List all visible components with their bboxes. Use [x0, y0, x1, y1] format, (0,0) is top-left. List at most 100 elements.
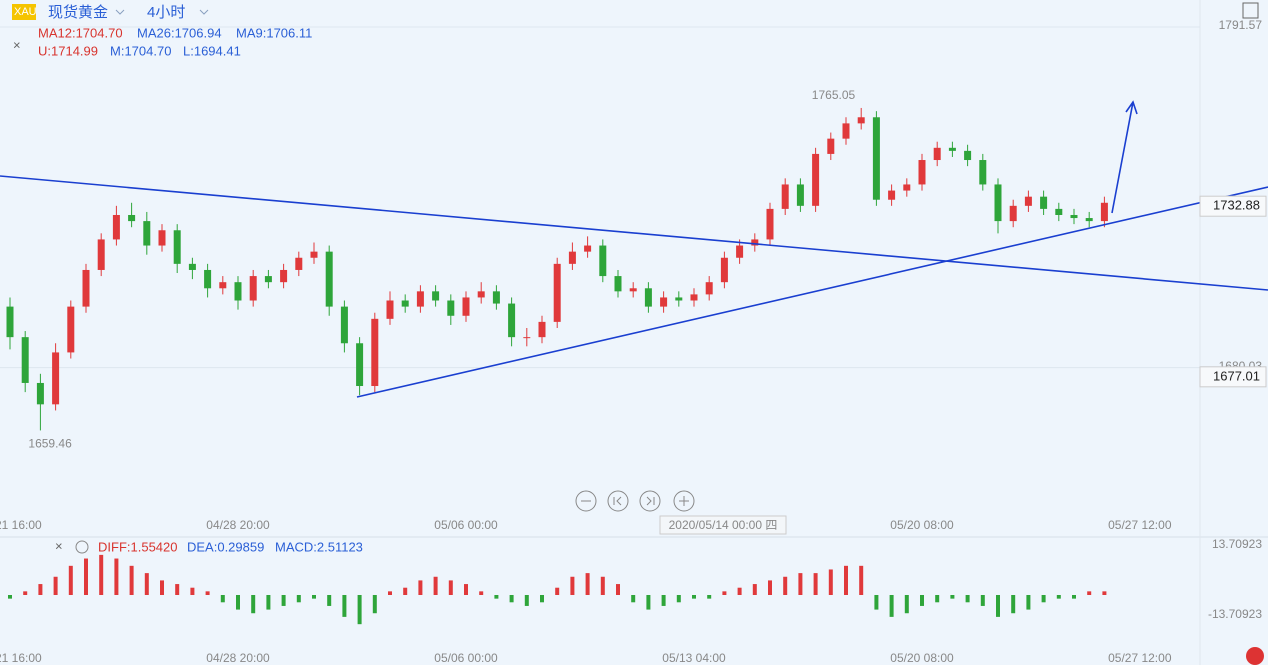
candle-body [827, 138, 835, 154]
candle-body [781, 184, 789, 209]
macd-bar [388, 591, 392, 595]
macd-bar [752, 584, 757, 595]
candle-body [128, 214, 136, 222]
macd-bar [464, 584, 468, 595]
macd-bar [1041, 595, 1046, 603]
x-tick-label: 05/20 08:00 [890, 518, 954, 532]
settings-icon[interactable] [75, 540, 89, 554]
candle-body [812, 153, 820, 206]
period[interactable]: 4小时 [147, 4, 185, 21]
candle-body [6, 306, 14, 338]
price-label-box [1199, 195, 1267, 217]
x-tick-label: 04/28 20:00 [206, 651, 270, 665]
macd-bar [585, 573, 590, 595]
candle-body [751, 239, 759, 246]
candle-body [994, 184, 1002, 222]
candle-body [356, 343, 364, 387]
macd-bar [813, 573, 818, 595]
macd-bar [783, 576, 788, 595]
macd-bar [327, 595, 332, 606]
candle-body [857, 117, 865, 124]
candle-body [964, 150, 972, 161]
macd-bar [281, 595, 286, 606]
macd-bar [874, 595, 879, 610]
price-label: 1732.88 [1213, 198, 1260, 213]
macd-bar [448, 580, 453, 595]
candle-body [1024, 196, 1032, 206]
macd-legend: DEA:0.29859 [187, 539, 264, 554]
candle-body [112, 214, 120, 240]
ma-legend: MA12:1704.70 [38, 25, 123, 40]
macd-bar [312, 595, 316, 599]
macd-bar [1056, 595, 1061, 599]
macd-legend: MACD:2.51123 [275, 539, 363, 554]
trend-line [356, 186, 1268, 398]
candle-body [371, 318, 379, 387]
macd-bar [296, 595, 301, 603]
candle-body [1009, 205, 1017, 222]
macd-bar [737, 587, 742, 595]
macd-bar [980, 595, 985, 606]
candle-body [21, 337, 29, 383]
instrument[interactable]: 现货黄金 [48, 4, 108, 21]
macd-bar [524, 595, 529, 606]
candle-body [280, 269, 288, 283]
macd-bar [190, 587, 195, 595]
price-label-box [1199, 366, 1267, 388]
macd-bar [965, 595, 970, 603]
candle-body [888, 190, 896, 200]
macd-bar [205, 591, 210, 595]
candle-body [644, 288, 652, 307]
macd-bar [768, 580, 772, 595]
arrow [1111, 100, 1138, 214]
candle-body [1070, 214, 1078, 219]
macd-bar [220, 595, 225, 603]
x-tick-label: 04/21 16:00 [0, 518, 42, 532]
candle-body [325, 251, 333, 307]
candle-body [705, 282, 713, 295]
macd-bar [707, 595, 712, 599]
candle-body [660, 297, 668, 307]
symbol-badge [12, 4, 36, 20]
candle-body [508, 303, 516, 338]
candle-body [310, 251, 318, 258]
candle-body [675, 297, 683, 301]
candle-body [188, 263, 196, 270]
macd-bar [144, 573, 149, 595]
macd-bar [828, 569, 833, 595]
close-icon[interactable]: × [13, 37, 21, 52]
candle-body [249, 276, 257, 301]
macd-bar [236, 595, 240, 610]
trend-line [0, 175, 1268, 291]
x-tick-label: 05/06 00:00 [434, 651, 498, 665]
price-label: 1677.01 [1213, 368, 1260, 383]
macd-bar [175, 584, 180, 595]
candle-body [948, 147, 956, 151]
macd-legend: DIFF:1.55420 [98, 539, 178, 554]
candle-body [204, 269, 212, 289]
macd-bar [509, 595, 514, 603]
candle-body [1040, 196, 1048, 209]
candle-body [462, 297, 470, 316]
candle-body [796, 184, 804, 206]
candle-body [173, 230, 181, 264]
price-annotation: 1765.05 [812, 88, 856, 102]
price-annotation: 1659.46 [28, 437, 72, 451]
candle-body [143, 221, 151, 246]
candle-body [82, 269, 90, 307]
candle-body [386, 300, 394, 319]
macd-bar [676, 595, 681, 603]
macd-bar [479, 591, 484, 595]
nav-buttons[interactable] [575, 490, 695, 512]
candle-body [736, 245, 744, 258]
macd-bar [372, 595, 377, 614]
macd-bar [68, 565, 73, 595]
candle-body [1100, 202, 1108, 222]
macd-bar [631, 595, 636, 603]
macd-bar [23, 591, 28, 595]
menu-icon[interactable] [1242, 2, 1259, 19]
close-icon[interactable]: × [55, 538, 63, 553]
macd-bar [1102, 591, 1107, 595]
candle-body [219, 282, 227, 289]
